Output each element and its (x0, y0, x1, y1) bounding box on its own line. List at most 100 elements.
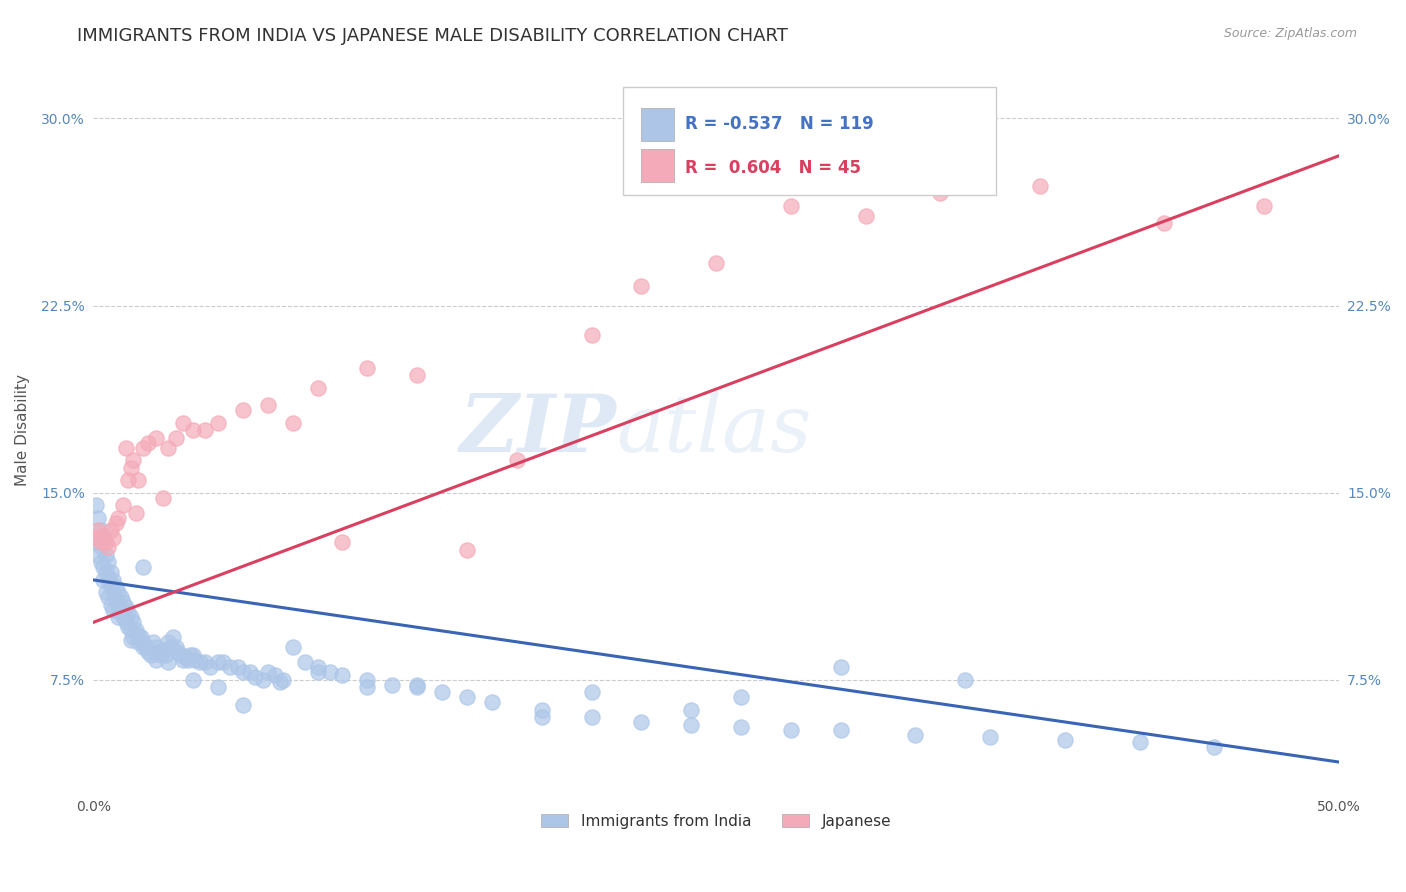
Point (94, 548, 117, 562)
Point (107, 510, 129, 524)
Point (332, 535, 354, 549)
Point (122, 453, 145, 467)
Point (256, 398, 278, 412)
Point (84, 531, 107, 545)
Point (100, 523, 122, 537)
Point (271, 673, 294, 687)
Point (114, 615, 136, 630)
Point (1153, 216, 1175, 230)
Text: IMMIGRANTS FROM INDIA VS JAPANESE MALE DISABILITY CORRELATION CHART: IMMIGRANTS FROM INDIA VS JAPANESE MALE D… (77, 27, 789, 45)
Point (132, 441, 155, 455)
Point (132, 635, 155, 649)
Point (179, 648, 201, 662)
Point (139, 648, 162, 662)
Point (194, 423, 217, 437)
Point (530, 710, 553, 724)
Point (211, 655, 233, 669)
Point (172, 416, 194, 430)
Point (87, 510, 110, 524)
Point (97, 591, 120, 605)
Point (97, 556, 120, 570)
Point (97, 573, 120, 587)
FancyBboxPatch shape (641, 108, 673, 141)
Point (94, 535, 117, 549)
Point (107, 610, 129, 624)
Point (779, 723, 801, 737)
Point (127, 473, 149, 487)
Point (145, 431, 167, 445)
Point (456, 690, 478, 705)
Point (127, 628, 149, 642)
Point (177, 653, 200, 667)
Point (90, 556, 112, 570)
Point (91, 528, 114, 542)
Point (152, 642, 174, 657)
Point (155, 648, 177, 662)
Point (122, 615, 145, 630)
Point (103, 585, 125, 599)
Point (94, 566, 117, 580)
Text: ZIP: ZIP (460, 392, 616, 469)
Point (145, 653, 167, 667)
Point (146, 645, 169, 659)
Point (117, 620, 139, 634)
Point (152, 491, 174, 505)
Point (281, 416, 304, 430)
Point (94, 585, 117, 599)
Point (581, 710, 603, 724)
Point (132, 640, 155, 655)
FancyBboxPatch shape (623, 87, 997, 195)
Point (104, 516, 127, 530)
Point (730, 690, 752, 705)
Point (1029, 178, 1052, 193)
Point (904, 728, 927, 742)
Point (165, 640, 187, 655)
Point (90, 535, 112, 549)
Point (120, 632, 142, 647)
Point (124, 623, 146, 637)
Point (91, 560, 114, 574)
Point (207, 655, 229, 669)
Point (1128, 735, 1150, 749)
Y-axis label: Male Disability: Male Disability (15, 375, 30, 486)
Point (157, 655, 180, 669)
Point (120, 460, 142, 475)
Point (207, 416, 229, 430)
Point (112, 610, 135, 624)
Legend: Immigrants from India, Japanese: Immigrants from India, Japanese (534, 807, 897, 835)
Point (157, 635, 180, 649)
Point (100, 566, 122, 580)
Point (430, 685, 453, 699)
Point (135, 640, 157, 655)
Point (132, 560, 155, 574)
Point (381, 678, 404, 692)
Point (730, 720, 752, 734)
Point (129, 630, 152, 644)
Point (332, 667, 354, 681)
Point (181, 673, 204, 687)
Point (110, 605, 132, 619)
Point (104, 581, 127, 595)
Point (481, 695, 503, 709)
Point (104, 593, 127, 607)
Point (232, 403, 254, 417)
Point (136, 645, 159, 659)
Point (256, 665, 278, 680)
Point (681, 703, 703, 717)
Point (307, 381, 329, 395)
Point (779, 199, 801, 213)
Point (127, 635, 149, 649)
Point (159, 640, 181, 655)
Point (356, 360, 378, 375)
Point (91, 535, 114, 549)
Point (114, 600, 136, 615)
Point (107, 598, 129, 612)
Point (929, 186, 952, 201)
Point (167, 645, 190, 659)
Point (103, 531, 125, 545)
Point (142, 635, 165, 649)
Point (162, 630, 184, 644)
Point (456, 543, 478, 558)
Point (84, 535, 107, 549)
Point (830, 660, 852, 674)
